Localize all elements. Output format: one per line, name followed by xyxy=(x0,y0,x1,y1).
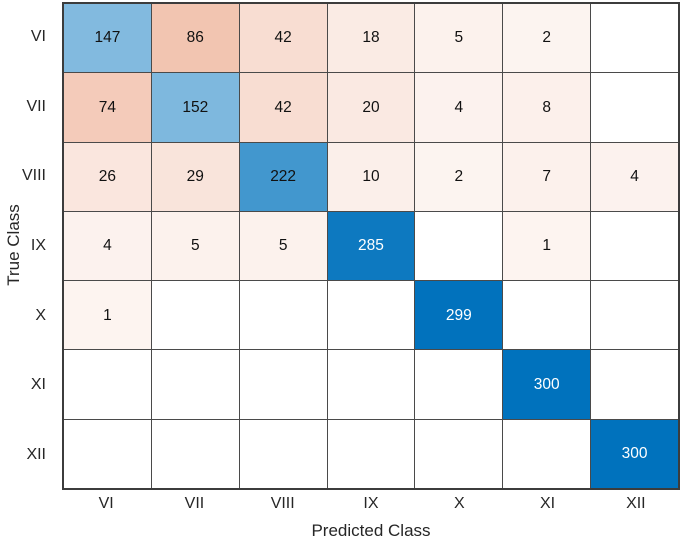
matrix-cell xyxy=(64,419,151,488)
matrix-cell: 4 xyxy=(591,142,678,211)
y-tick-label: XII xyxy=(26,446,46,464)
matrix-cell xyxy=(591,73,678,142)
x-axis-tick-labels: VI VII VIII IX X XI XII xyxy=(62,492,680,516)
confusion-matrix-grid: 147 86 42 18 5 2 74 152 42 20 4 8 26 29 222 10 2 7 4 4 5 5 285… xyxy=(62,2,680,490)
matrix-cell xyxy=(415,211,503,281)
x-tick-label: XII xyxy=(626,495,646,512)
matrix-cell xyxy=(415,350,503,419)
matrix-cell xyxy=(239,281,327,350)
matrix-cell xyxy=(64,350,151,419)
x-tick-label: IX xyxy=(363,495,379,512)
y-tick-label: XI xyxy=(30,376,46,394)
x-tick-label: VIII xyxy=(270,495,295,512)
matrix-cell: 2 xyxy=(415,142,503,211)
matrix-cell: 5 xyxy=(239,211,327,281)
matrix-cell: 300 xyxy=(503,350,591,419)
matrix-cell xyxy=(591,4,678,73)
matrix-cell xyxy=(591,281,678,350)
matrix-cell: 1 xyxy=(64,281,151,350)
y-tick-label: X xyxy=(35,306,46,324)
matrix-cell: 1 xyxy=(503,211,591,281)
matrix-cell xyxy=(239,350,327,419)
matrix-cell: 300 xyxy=(591,419,678,488)
y-tick-label: VIII xyxy=(21,167,46,185)
matrix-cell xyxy=(415,419,503,488)
matrix-cell: 7 xyxy=(503,142,591,211)
matrix-cell: 299 xyxy=(415,281,503,350)
matrix-cell: 86 xyxy=(151,4,239,73)
matrix-cell: 2 xyxy=(503,4,591,73)
matrix-cell: 5 xyxy=(415,4,503,73)
matrix-cell: 18 xyxy=(327,4,415,73)
matrix-cell xyxy=(327,350,415,419)
x-tick-label: VI xyxy=(98,495,114,512)
matrix-cell xyxy=(503,419,591,488)
matrix-cell: 4 xyxy=(64,211,151,281)
matrix-cell: 5 xyxy=(151,211,239,281)
matrix-cell xyxy=(591,350,678,419)
matrix-cell: 26 xyxy=(64,142,151,211)
matrix-cell xyxy=(151,419,239,488)
matrix-cell xyxy=(591,211,678,281)
matrix-cell xyxy=(327,281,415,350)
matrix-cell: 42 xyxy=(239,4,327,73)
y-axis-tick-labels: VI VII VIII IX X XI XII xyxy=(0,2,54,490)
matrix-cell: 147 xyxy=(64,4,151,73)
x-tick-label: XI xyxy=(540,495,556,512)
matrix-cell: 4 xyxy=(415,73,503,142)
matrix-cell: 8 xyxy=(503,73,591,142)
matrix-cell: 285 xyxy=(327,211,415,281)
x-tick-label: X xyxy=(453,495,465,512)
matrix-cell xyxy=(327,419,415,488)
matrix-cell xyxy=(151,281,239,350)
matrix-cell: 42 xyxy=(239,73,327,142)
matrix-cell xyxy=(151,350,239,419)
y-tick-label: VI xyxy=(30,27,46,45)
y-tick-label: IX xyxy=(30,236,46,254)
matrix-cell: 20 xyxy=(327,73,415,142)
y-tick-label: VII xyxy=(26,97,46,115)
matrix-cell: 74 xyxy=(64,73,151,142)
matrix-cell xyxy=(239,419,327,488)
matrix-cell: 152 xyxy=(151,73,239,142)
x-tick-label: VII xyxy=(184,495,205,512)
matrix-cell: 10 xyxy=(327,142,415,211)
x-axis-title: Predicted Class xyxy=(311,521,431,540)
matrix-cell: 29 xyxy=(151,142,239,211)
matrix-cell xyxy=(503,281,591,350)
matrix-cell: 222 xyxy=(239,142,327,211)
